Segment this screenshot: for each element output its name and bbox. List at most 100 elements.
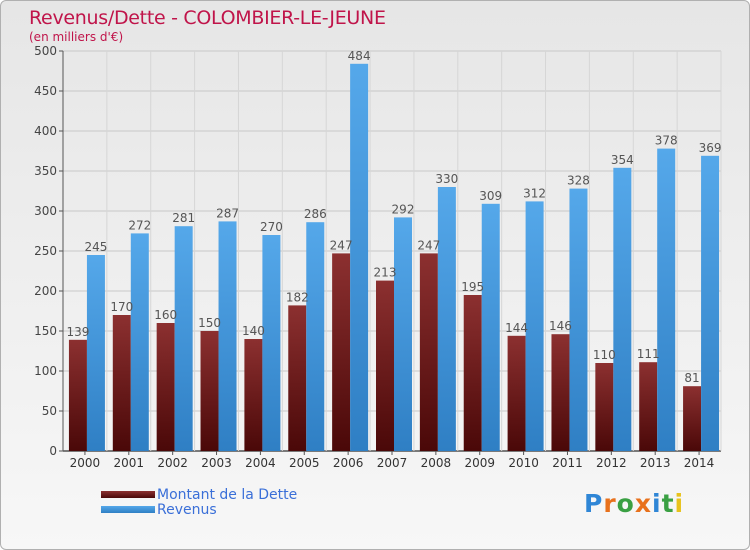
- y-tick-label: 100: [34, 364, 57, 378]
- data-label-dette: 111: [637, 347, 660, 361]
- y-tick-label: 150: [34, 324, 57, 338]
- bar-dette: [156, 323, 175, 451]
- bar-revenus: [613, 167, 632, 452]
- y-tick-label: 0: [49, 444, 57, 458]
- data-label-revenus: 309: [479, 189, 502, 203]
- y-tick-label: 500: [34, 44, 57, 58]
- bar-revenus: [701, 155, 720, 452]
- data-label-dette: 139: [66, 325, 89, 339]
- bar-revenus: [657, 148, 676, 451]
- bar-revenus: [262, 235, 281, 451]
- x-tick-label: 2013: [640, 456, 671, 470]
- data-label-revenus: 312: [523, 186, 546, 200]
- bar-revenus: [394, 217, 412, 451]
- x-tick-label: 2009: [464, 456, 495, 470]
- data-label-revenus: 286: [304, 207, 327, 221]
- bar-dette: [639, 362, 658, 451]
- x-tick-label: 2005: [289, 456, 320, 470]
- bar-dette: [463, 295, 482, 451]
- data-label-revenus: 354: [611, 153, 634, 167]
- chart-subtitle: (en milliers d'€): [29, 30, 124, 44]
- bar-revenus: [306, 222, 325, 451]
- x-tick-label: 2007: [377, 456, 408, 470]
- data-label-dette: 213: [374, 266, 397, 280]
- bar-dette: [244, 339, 263, 451]
- bar-revenus: [130, 233, 149, 451]
- bar-dette: [68, 339, 87, 451]
- data-label-dette: 170: [110, 300, 133, 314]
- x-tick-label: 2010: [508, 456, 539, 470]
- proxiti-logo: Proxiti: [584, 489, 684, 518]
- bar-dette: [376, 280, 394, 451]
- data-label-revenus: 287: [216, 206, 239, 220]
- logo-letter: x: [634, 489, 652, 518]
- bars-layer: [68, 63, 720, 452]
- bar-dette: [288, 305, 307, 451]
- bar-revenus: [86, 255, 105, 451]
- data-label-dette: 110: [593, 348, 616, 362]
- axis-layer: 0 50 100 150 200 250 300 350 400 450 500 2000 2001 20…: [34, 44, 714, 470]
- bar-revenus: [481, 203, 500, 451]
- x-tick-label: 2014: [684, 456, 715, 470]
- bar-revenus: [218, 221, 237, 451]
- x-tick-label: 2011: [552, 456, 583, 470]
- data-label-revenus: 272: [128, 218, 151, 232]
- labels-layer: 139 245 170 272 160 281 150 287 140 270 182 286 247 4…: [66, 49, 721, 385]
- logo-letter: r: [603, 489, 617, 518]
- logo-letter: t: [661, 489, 675, 518]
- data-label-revenus: 328: [567, 174, 590, 188]
- data-label-dette: 182: [286, 290, 309, 304]
- x-tick-label: 2001: [114, 456, 145, 470]
- data-label-revenus: 330: [435, 172, 458, 186]
- data-label-revenus: 281: [172, 211, 195, 225]
- data-label-dette: 144: [505, 321, 528, 335]
- legend: Montant de la Dette Revenus: [101, 486, 298, 518]
- data-label-dette: 150: [198, 316, 221, 330]
- y-tick-label: 350: [34, 164, 57, 178]
- chart-title: Revenus/Dette - COLOMBIER-LE-JEUNE: [29, 7, 386, 29]
- y-tick-label: 200: [34, 284, 57, 298]
- x-tick-label: 2006: [333, 456, 364, 470]
- x-tick-label: 2012: [596, 456, 627, 470]
- logo-letter: P: [584, 489, 604, 518]
- data-label-revenus: 292: [392, 202, 415, 216]
- bar-dette: [683, 386, 702, 451]
- logo-letter: i: [652, 489, 662, 518]
- bar-dette: [200, 331, 219, 451]
- legend-label-dette: Montant de la Dette: [157, 486, 298, 503]
- bar-revenus: [350, 63, 369, 452]
- x-tick-label: 2004: [245, 456, 276, 470]
- y-tick-label: 450: [34, 84, 57, 98]
- y-tick-label: 250: [34, 244, 57, 258]
- legend-swatch-revenus: [101, 506, 155, 513]
- x-tick-label: 2000: [70, 456, 101, 470]
- bar-revenus: [569, 188, 588, 451]
- logo-letter: i: [674, 489, 685, 518]
- bar-dette: [332, 253, 351, 451]
- x-tick-label: 2008: [421, 456, 452, 470]
- data-label-dette: 160: [154, 308, 177, 322]
- data-label-revenus: 369: [699, 141, 722, 155]
- data-label-dette: 247: [330, 238, 353, 252]
- data-label-dette: 81: [684, 371, 699, 385]
- data-label-revenus: 378: [655, 134, 678, 148]
- legend-swatch-dette: [101, 491, 155, 498]
- data-label-revenus: 270: [260, 220, 283, 234]
- bar-dette: [112, 315, 131, 451]
- bar-revenus: [437, 187, 456, 451]
- legend-label-revenus: Revenus: [157, 501, 217, 518]
- data-label-dette: 140: [242, 324, 265, 338]
- bar-dette: [595, 363, 614, 451]
- bar-dette: [551, 334, 570, 451]
- data-label-revenus: 245: [84, 240, 107, 254]
- data-label-dette: 247: [417, 238, 440, 252]
- x-tick-label: 2002: [157, 456, 188, 470]
- x-tick-label: 2003: [201, 456, 232, 470]
- y-tick-label: 400: [34, 124, 57, 138]
- logo-letter: o: [616, 489, 635, 518]
- bar-dette: [507, 335, 526, 451]
- legend-item-dette: Montant de la Dette: [101, 486, 298, 503]
- y-tick-label: 300: [34, 204, 57, 218]
